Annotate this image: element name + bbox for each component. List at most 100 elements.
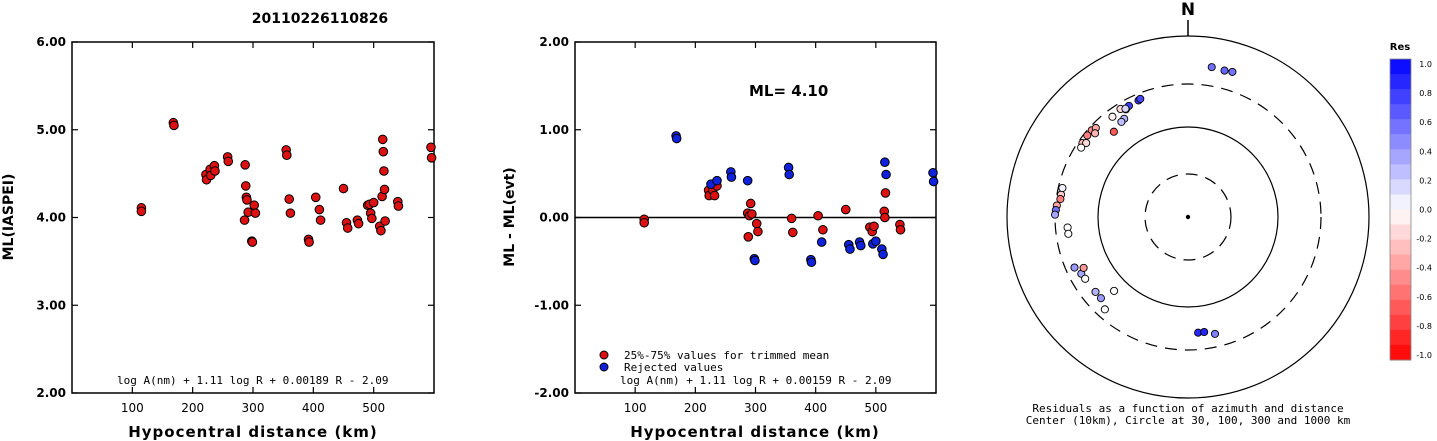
ml-data-point [426, 153, 437, 163]
ring-300km [1054, 83, 1322, 351]
legend-label-trimmed: 25%-75% values for trimmed mean [624, 349, 829, 362]
x-tick-label: 300 [744, 401, 767, 415]
ml-data-point [315, 215, 326, 225]
colorbar-tick-label: -0.2 [1416, 235, 1432, 244]
colorbar-cell [1390, 134, 1411, 150]
x-tick-label: 200 [181, 401, 204, 415]
colorbar-tick-label: 1.0 [1419, 60, 1432, 69]
rejected-data-point [784, 169, 794, 180]
polar-caption-line1: Residuals as a function of azimuth and d… [1032, 402, 1343, 415]
colorbar-cell [1390, 299, 1411, 316]
plot2-ticks [575, 41, 936, 394]
rejected-data-point [878, 249, 888, 260]
station-point [1091, 287, 1100, 296]
station-point [1096, 294, 1105, 303]
rejected-data-point [871, 236, 881, 246]
ml-data-point [240, 181, 251, 191]
station-point [1079, 263, 1088, 272]
rejected-data-point [845, 244, 855, 254]
y-tick-label: 6.00 [36, 35, 66, 49]
polar-rings [1006, 35, 1370, 399]
colorbar-tick-label: 0.8 [1419, 89, 1432, 98]
polar-caption-line2: Center (10km), Circle at 30, 100, 300 an… [1026, 414, 1351, 427]
plot1-x-tick-labels: 100 200 300 400 500 [121, 401, 385, 415]
x-tick-label: 400 [804, 401, 827, 415]
rejected-data-point [881, 169, 891, 180]
ml-data-point [210, 166, 220, 176]
station-point [1207, 63, 1216, 72]
colorbar-cell [1390, 329, 1411, 346]
colorbar-cell [1390, 59, 1411, 75]
ring-30km [1144, 173, 1232, 261]
rejected-data-point [928, 176, 939, 187]
colorbar-tick-label: 0.4 [1419, 147, 1432, 156]
trimmed-data-point [840, 204, 851, 215]
plot1-points [136, 117, 437, 247]
colorbar-cell [1390, 149, 1411, 165]
station-point [1109, 127, 1118, 136]
colorbar-tick-label: -0.4 [1416, 264, 1432, 273]
station-point [1083, 131, 1092, 140]
trimmed-data-point [813, 210, 823, 221]
colorbar-cell [1390, 119, 1411, 135]
colorbar-cell [1390, 89, 1411, 105]
colorbar-tick-label: 0.6 [1419, 118, 1432, 127]
plot1-frame [71, 41, 435, 394]
colorbar-cell [1390, 254, 1411, 271]
legend-marker-rejected [599, 362, 609, 372]
colorbar-cell [1390, 224, 1411, 241]
rejected-data-point [806, 257, 817, 268]
plot2-x-tick-labels: 100 200 300 400 500 [624, 401, 888, 415]
rejected-data-point [726, 172, 737, 182]
ml-data-point [342, 223, 353, 233]
ml-data-point [223, 156, 234, 167]
station-point [1070, 263, 1079, 272]
colorbar-tick-label: -0.6 [1416, 293, 1432, 302]
y-tick-label: 2.00 [36, 386, 66, 400]
ml-data-point [393, 201, 404, 211]
ml-data-point [426, 142, 436, 153]
colorbar-cell [1390, 194, 1411, 210]
colorbar-cell [1390, 344, 1411, 361]
rejected-data-point [928, 167, 938, 178]
plot2-x-axis-label: Hypocentral distance (km) [630, 423, 880, 441]
x-tick-label: 500 [362, 401, 385, 415]
station-point [1136, 94, 1145, 103]
y-tick-label: 0.00 [539, 211, 569, 225]
ml-data-point [380, 216, 390, 226]
figure-title: 20110226110826 [252, 11, 388, 27]
station-point [1091, 129, 1100, 138]
x-tick-label: 200 [684, 401, 707, 415]
plot1-y-tick-labels: 2.00 3.00 4.00 5.00 6.00 [36, 35, 66, 400]
station-point [1228, 67, 1237, 76]
trimmed-data-point [745, 198, 756, 209]
ml-data-point [379, 184, 390, 195]
trimmed-data-point [709, 190, 720, 201]
north-label: N [1181, 0, 1195, 20]
station-point [1081, 274, 1090, 283]
ml-data-point [247, 237, 258, 247]
ml-data-point [284, 194, 295, 204]
colorbar-frame [1389, 58, 1412, 361]
plot2-y-axis-label: ML - ML(evt) [502, 167, 518, 266]
ml-data-point [169, 120, 179, 131]
plot2-formula: log A(nm) + 1.11 log R + 0.00159 R - 2.0… [620, 374, 892, 387]
station-point [1200, 327, 1209, 337]
colorbar-title: Res [1390, 42, 1410, 53]
ring-100km [1097, 126, 1279, 308]
y-tick-label: 4.00 [36, 211, 66, 225]
trimmed-data-point [818, 224, 828, 235]
trimmed-data-point [786, 213, 797, 224]
trimmed-data-point [747, 209, 757, 219]
legend-marker-trimmed [599, 350, 609, 360]
ml-data-point [250, 208, 261, 218]
ml-data-point [367, 213, 377, 224]
ml-data-point [368, 197, 379, 208]
colorbar-tick-label: 0.2 [1419, 176, 1432, 185]
rejected-data-point [880, 157, 890, 168]
ml-data-point [285, 208, 296, 218]
colorbar-cell [1390, 239, 1411, 256]
trimmed-data-point [788, 227, 798, 238]
x-tick-label: 100 [624, 401, 647, 415]
